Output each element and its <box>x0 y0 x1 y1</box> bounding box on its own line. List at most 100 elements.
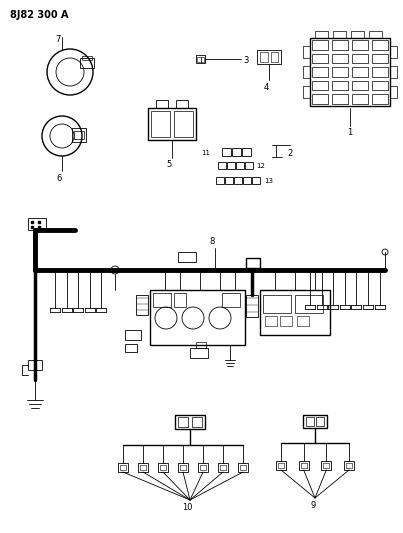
Bar <box>140 465 146 470</box>
Bar <box>240 465 246 470</box>
Bar <box>332 67 348 77</box>
Text: 6: 6 <box>56 174 62 183</box>
Bar <box>197 57 201 62</box>
Bar <box>150 290 245 345</box>
Bar <box>151 111 170 137</box>
Bar <box>216 177 224 184</box>
Bar <box>295 295 323 313</box>
Text: 11: 11 <box>201 150 210 156</box>
Bar <box>234 177 242 184</box>
Text: 9: 9 <box>310 501 316 510</box>
Text: 2: 2 <box>287 149 292 157</box>
Bar <box>160 465 166 470</box>
Bar <box>312 40 328 50</box>
Bar <box>260 290 330 335</box>
Bar <box>178 252 196 262</box>
Bar <box>312 81 328 91</box>
Bar <box>175 415 205 429</box>
Bar <box>265 316 277 326</box>
Bar <box>346 463 352 468</box>
Bar <box>74 131 84 139</box>
Bar <box>180 465 186 470</box>
Bar <box>299 461 309 470</box>
Bar <box>148 108 196 140</box>
Bar <box>192 417 202 427</box>
Text: 7: 7 <box>55 35 61 44</box>
Text: 3: 3 <box>243 56 248 65</box>
Bar <box>390 66 397 78</box>
Text: 12: 12 <box>256 163 265 169</box>
Bar <box>306 417 314 426</box>
Bar <box>312 67 328 77</box>
Bar <box>190 348 208 358</box>
Text: 4: 4 <box>264 83 269 92</box>
Bar <box>236 162 244 169</box>
Bar <box>303 86 310 98</box>
Bar <box>271 52 278 62</box>
Bar <box>252 177 260 184</box>
Bar <box>242 148 251 156</box>
Bar <box>246 295 258 317</box>
Bar <box>352 67 368 77</box>
Bar <box>323 463 329 468</box>
Bar <box>28 218 46 230</box>
Bar <box>227 162 235 169</box>
Bar <box>332 94 348 104</box>
Bar <box>72 128 86 142</box>
Bar <box>28 360 42 370</box>
Bar <box>176 100 188 108</box>
Bar <box>352 40 368 50</box>
Text: 1: 1 <box>347 128 352 137</box>
Text: 5: 5 <box>166 160 172 169</box>
Bar <box>80 58 94 68</box>
Text: 13: 13 <box>264 178 273 184</box>
Bar <box>332 40 348 50</box>
Bar <box>278 463 284 468</box>
Bar <box>352 94 368 104</box>
Bar <box>321 461 331 470</box>
Bar <box>153 293 171 307</box>
Text: 8: 8 <box>209 237 215 246</box>
Bar <box>246 258 260 268</box>
Bar <box>178 417 188 427</box>
Bar <box>372 54 388 63</box>
Bar <box>301 463 307 468</box>
Bar <box>158 463 168 472</box>
Bar <box>238 463 248 472</box>
Bar <box>312 94 328 104</box>
Bar <box>315 31 328 38</box>
Bar <box>333 31 346 38</box>
Bar <box>332 81 348 91</box>
Bar <box>352 54 368 63</box>
Bar <box>310 38 390 106</box>
Bar <box>332 54 348 63</box>
Bar <box>200 465 206 470</box>
Bar <box>303 415 327 428</box>
Text: 8J82 300 A: 8J82 300 A <box>10 10 69 20</box>
Bar <box>344 461 354 470</box>
Bar <box>156 100 168 108</box>
Bar <box>118 463 128 472</box>
Bar <box>297 316 309 326</box>
Bar <box>276 461 286 470</box>
Bar <box>196 55 205 63</box>
Bar <box>82 56 92 60</box>
Text: 10: 10 <box>182 503 192 512</box>
Bar <box>280 316 292 326</box>
Bar <box>218 463 228 472</box>
Bar <box>351 31 364 38</box>
Bar <box>196 342 206 348</box>
Bar <box>218 162 226 169</box>
Bar <box>303 46 310 58</box>
Bar <box>303 66 310 78</box>
Bar <box>201 57 204 62</box>
Bar <box>120 465 126 470</box>
Bar <box>222 293 240 307</box>
Bar <box>138 463 148 472</box>
Bar <box>232 148 241 156</box>
Bar <box>372 81 388 91</box>
Bar <box>174 111 193 137</box>
Bar <box>390 46 397 58</box>
Bar <box>243 177 251 184</box>
Bar <box>372 94 388 104</box>
